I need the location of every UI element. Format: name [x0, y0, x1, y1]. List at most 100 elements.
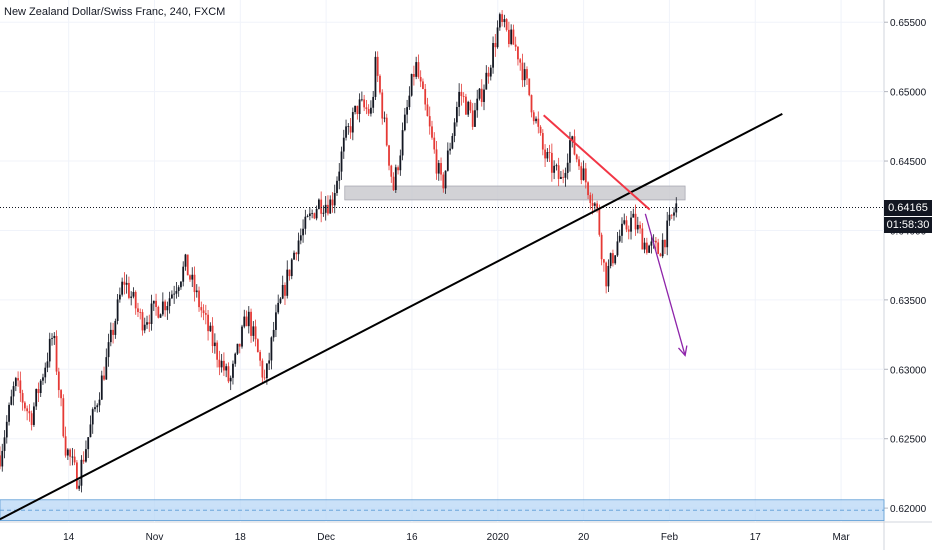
candle-body [593, 203, 596, 206]
candle-body [198, 290, 200, 308]
candle-body [462, 96, 465, 97]
candle-body [426, 104, 429, 117]
candle-body [338, 171, 341, 181]
candle-body [372, 96, 375, 108]
candle-body [14, 378, 17, 387]
candle-body [489, 67, 492, 77]
candle-body [397, 167, 399, 171]
candle-body [487, 72, 490, 77]
candle-body [234, 353, 237, 364]
candle-body [39, 380, 42, 394]
candle-body [306, 216, 309, 217]
candle-body [281, 284, 284, 299]
candle-body [480, 88, 483, 102]
candle-body [33, 406, 35, 425]
candle-body [155, 300, 157, 307]
candle-body [3, 437, 6, 451]
consolidation-box [344, 185, 686, 201]
candle-body [261, 360, 264, 378]
candle-body [655, 240, 657, 243]
candle-body [496, 27, 499, 48]
candle-body [455, 106, 458, 123]
candle-body [286, 269, 289, 296]
candle-body [415, 62, 418, 77]
candle-body [189, 275, 191, 280]
time-tick-label: Mar [832, 532, 850, 543]
candle-body [560, 176, 562, 179]
candle-body [399, 155, 402, 171]
candle-body [584, 168, 587, 183]
candle-body [0, 455, 1, 467]
candle-body [125, 282, 128, 285]
candle-body [259, 352, 261, 361]
candle-body [623, 220, 626, 224]
candle-body [69, 449, 72, 457]
candle-body [474, 110, 476, 127]
candle-body [627, 229, 630, 232]
candle-body [424, 89, 427, 105]
candle-body [453, 122, 456, 136]
candle-body [582, 168, 585, 181]
candle-body [598, 208, 601, 235]
candle-body [204, 313, 207, 315]
candle-body [591, 203, 594, 206]
candle-body [465, 96, 467, 115]
candle-body [564, 172, 567, 178]
candle-body [152, 300, 155, 304]
candle-body [566, 162, 569, 173]
candle-body [383, 117, 386, 119]
candle-body [336, 180, 338, 194]
candle-body [532, 112, 535, 122]
candle-body [494, 43, 497, 48]
candle-body [223, 360, 225, 371]
chart-title: New Zealand Dollar/Swiss Franc, 240, FXC… [4, 6, 226, 18]
candle-body [392, 176, 395, 191]
candle-body [272, 329, 275, 338]
candle-body [650, 241, 653, 246]
candle-body [157, 306, 160, 318]
candle-body [381, 92, 384, 119]
candle-body [358, 99, 361, 115]
candle-body [279, 298, 282, 303]
candle-body [607, 265, 610, 287]
candle-body [401, 130, 404, 156]
candle-body [657, 242, 660, 254]
price-axis-panel [884, 0, 932, 550]
candle-body [324, 204, 327, 213]
candle-body [643, 242, 646, 250]
candle-body [512, 29, 515, 45]
candle-body [363, 99, 366, 108]
candle-body [170, 294, 173, 299]
candle-body [166, 306, 169, 311]
candle-body [632, 213, 635, 218]
candle-body [180, 281, 182, 288]
candle-body [621, 223, 623, 236]
candle-body [320, 199, 323, 214]
candle-body [202, 310, 205, 314]
candle-body [342, 137, 345, 152]
candle-body [252, 326, 255, 336]
candle-body [440, 163, 442, 175]
candle-body [376, 56, 379, 76]
time-tick-label: 17 [750, 532, 762, 543]
candle-body [541, 133, 544, 150]
candle-body [184, 254, 187, 267]
candle-body [318, 199, 320, 209]
time-tick-label: Nov [146, 532, 164, 543]
candle-body [143, 324, 146, 331]
candle-body [293, 252, 295, 260]
candle-body [275, 312, 277, 330]
time-tick-label: 18 [235, 532, 247, 543]
candle-body [483, 89, 485, 102]
price-tick-label: 0.65000 [890, 88, 927, 99]
candle-body [618, 235, 621, 242]
candle-body [578, 159, 580, 167]
candle-body [243, 316, 246, 327]
candle-body [460, 91, 463, 97]
candle-body [209, 325, 212, 332]
candle-body [265, 363, 268, 379]
candle-body [492, 43, 494, 68]
candle-body [630, 217, 632, 232]
